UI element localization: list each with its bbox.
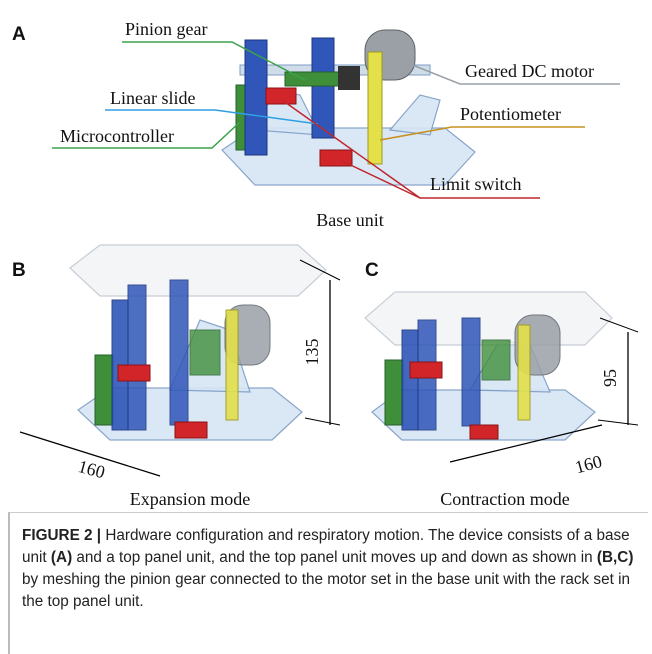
panel-letter: A [12, 24, 26, 45]
dimension: 135 [302, 339, 322, 366]
caption-text: and a top panel unit, and the top panel … [72, 549, 597, 566]
figure-caption: FIGURE 2 | Hardware configuration and re… [8, 512, 648, 654]
label: Linear slide [110, 88, 195, 108]
label: Microcontroller [60, 126, 174, 146]
panel-letter: B [12, 260, 26, 281]
label: Limit switch [430, 174, 522, 194]
panel-caption: Contraction mode [440, 489, 569, 509]
dimension: 95 [600, 369, 620, 387]
label: Pinion gear [125, 19, 208, 39]
caption-text: by meshing the pinion gear connected to … [22, 571, 630, 610]
caption-ref: (B,C) [597, 549, 634, 566]
panel-letter: C [365, 260, 379, 281]
dimension: 160 [573, 451, 604, 477]
caption-label: FIGURE 2 | [22, 527, 101, 544]
label: Potentiometer [460, 104, 561, 124]
figure-page: A Pinion gear Geared DC motor Linear sli… [0, 0, 652, 654]
panel-caption: Expansion mode [130, 489, 250, 509]
caption-ref: (A) [51, 549, 72, 566]
figure: A Pinion gear Geared DC motor Linear sli… [0, 0, 652, 512]
dimension: 160 [76, 456, 107, 482]
label: Geared DC motor [465, 61, 594, 81]
panel-caption: Base unit [316, 210, 384, 230]
